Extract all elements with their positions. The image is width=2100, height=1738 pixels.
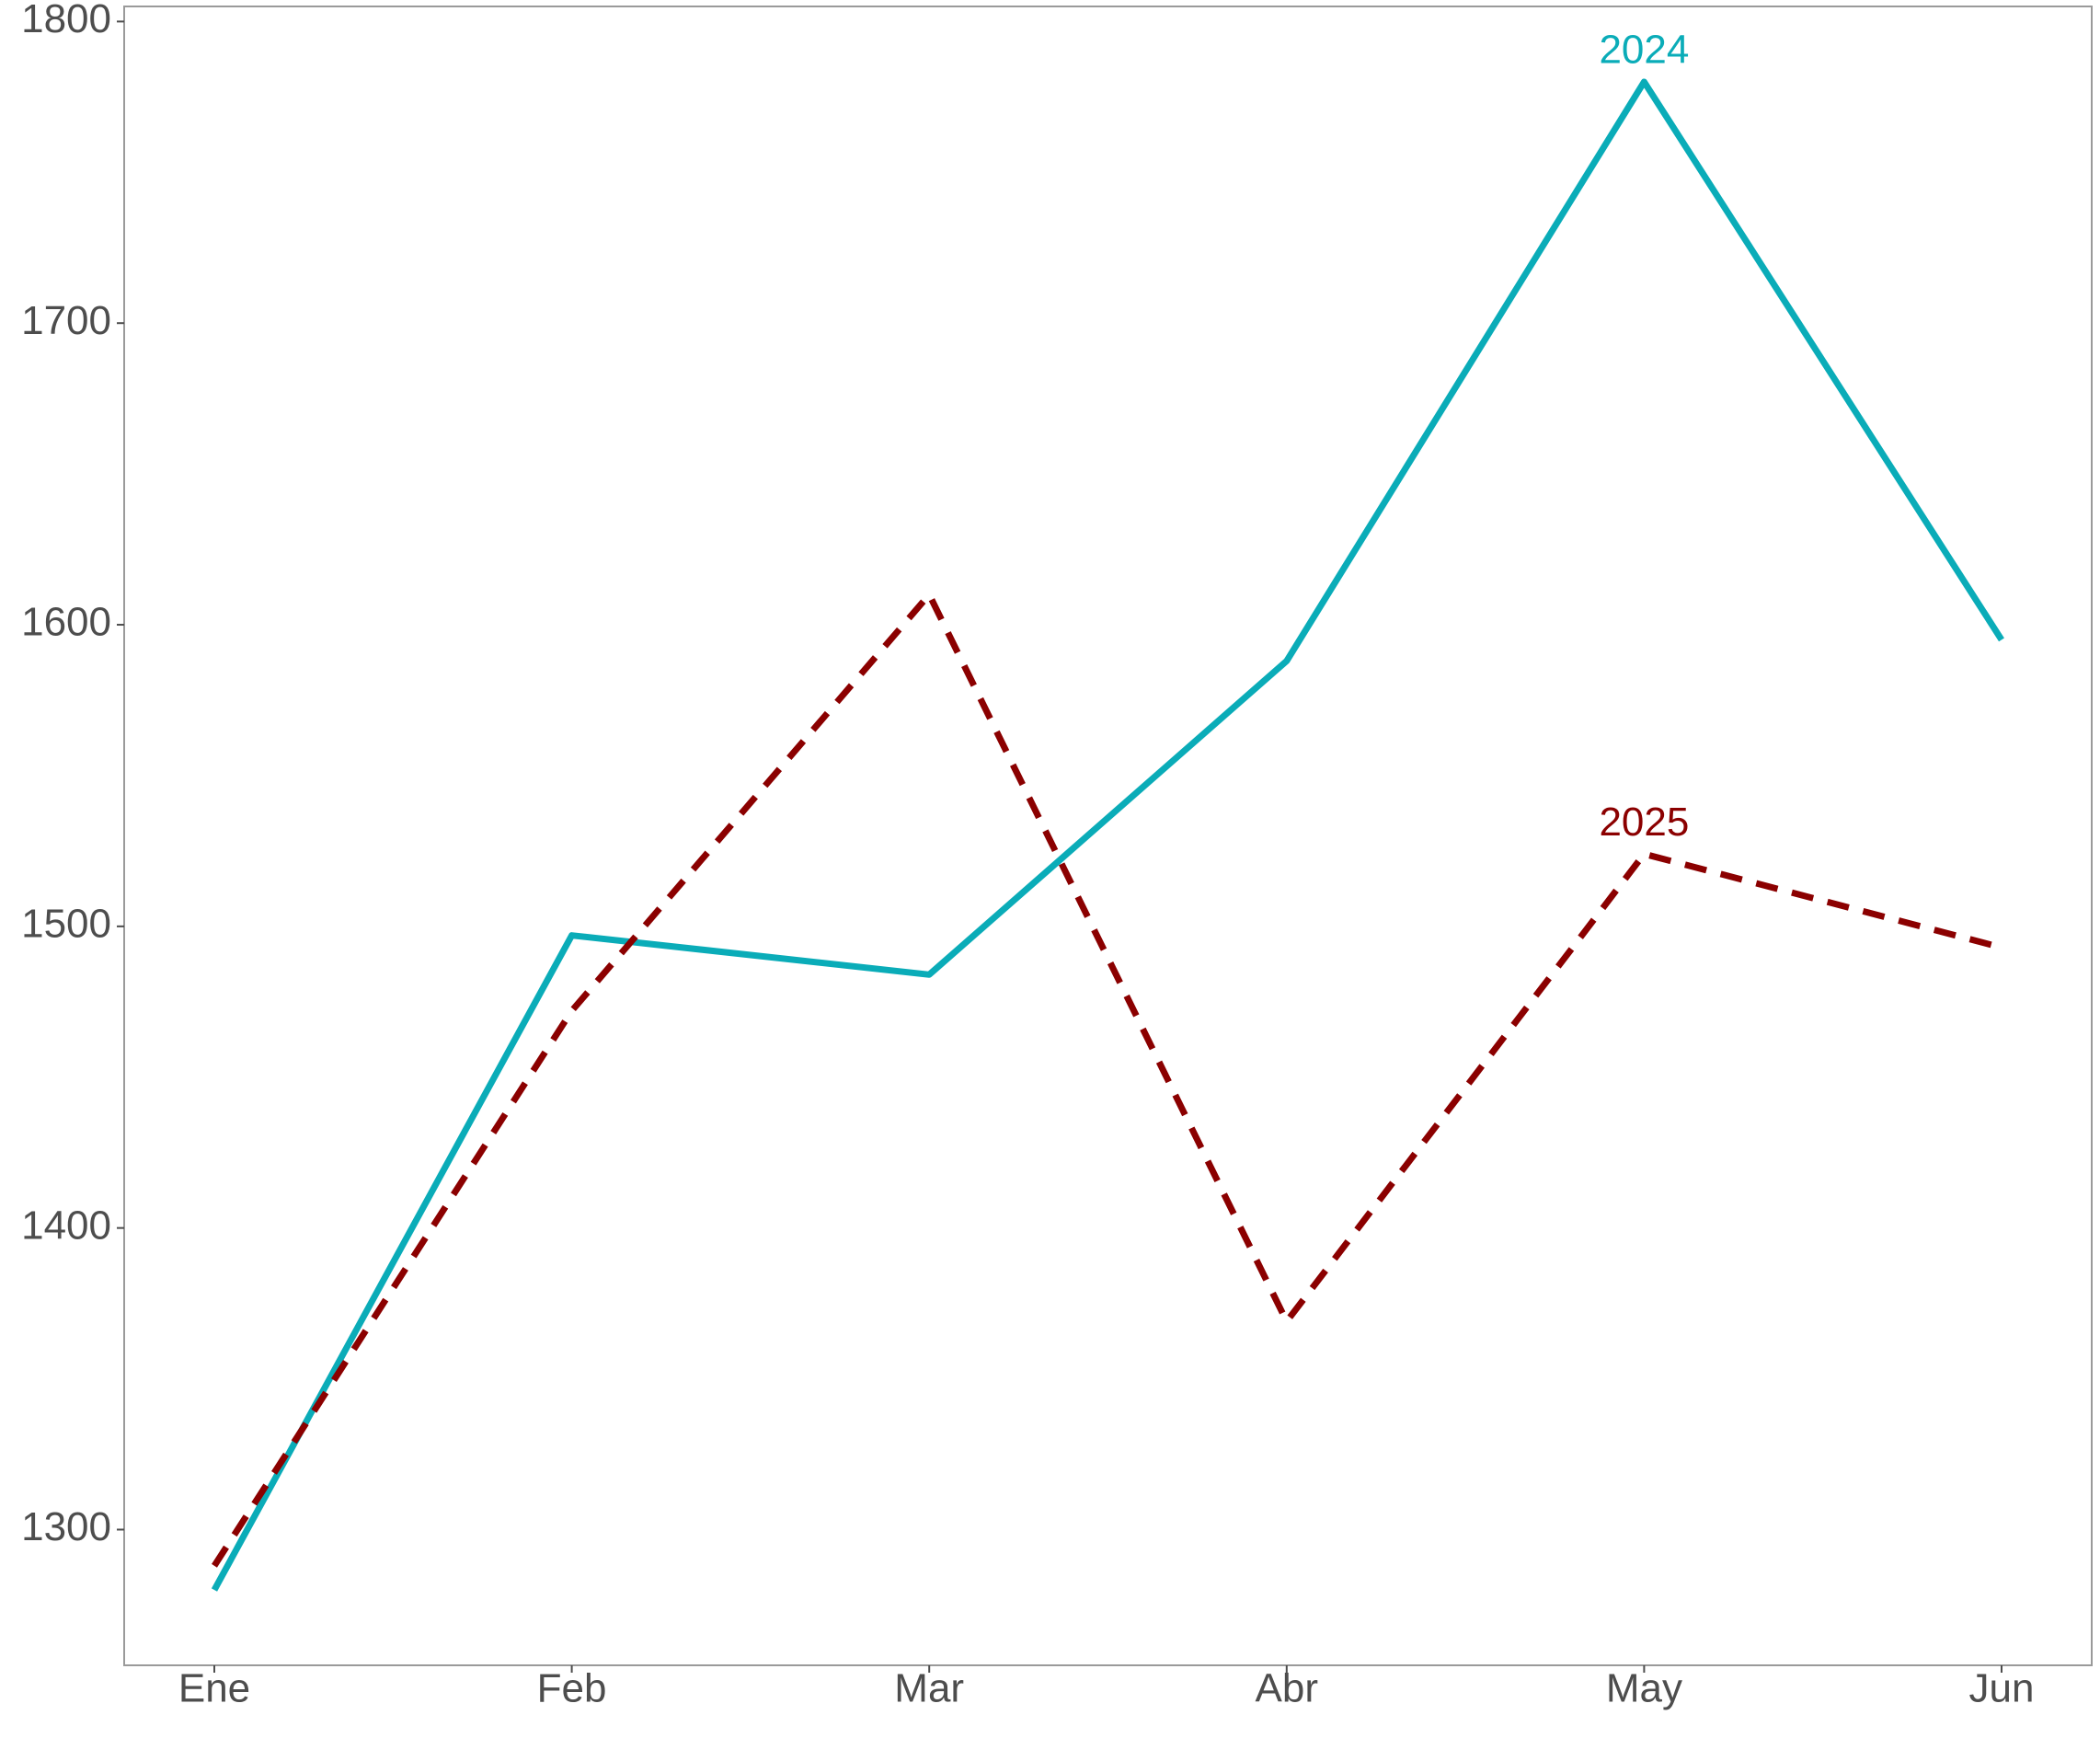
x-tick-label: Mar bbox=[894, 1666, 964, 1711]
x-tick-label: Abr bbox=[1256, 1666, 1318, 1711]
series-line bbox=[211, 78, 2004, 1592]
y-tick-label: 1500 bbox=[21, 901, 111, 946]
x-tick-label: Jun bbox=[1969, 1666, 2035, 1711]
y-tick-label: 1400 bbox=[21, 1203, 111, 1248]
x-tick-label: May bbox=[1606, 1666, 1682, 1711]
y-tick-label: 1800 bbox=[21, 0, 111, 41]
series-label: 2024 bbox=[1599, 28, 1689, 73]
x-tick-label: Ene bbox=[178, 1666, 250, 1711]
y-tick-label: 1700 bbox=[21, 298, 111, 343]
series-line bbox=[212, 591, 2002, 1568]
plot-frame bbox=[123, 6, 2093, 1666]
x-tick-label: Feb bbox=[537, 1666, 607, 1711]
series-label: 2025 bbox=[1599, 800, 1689, 845]
y-tick-label: 1600 bbox=[21, 600, 111, 645]
y-tick-label: 1300 bbox=[21, 1504, 111, 1549]
